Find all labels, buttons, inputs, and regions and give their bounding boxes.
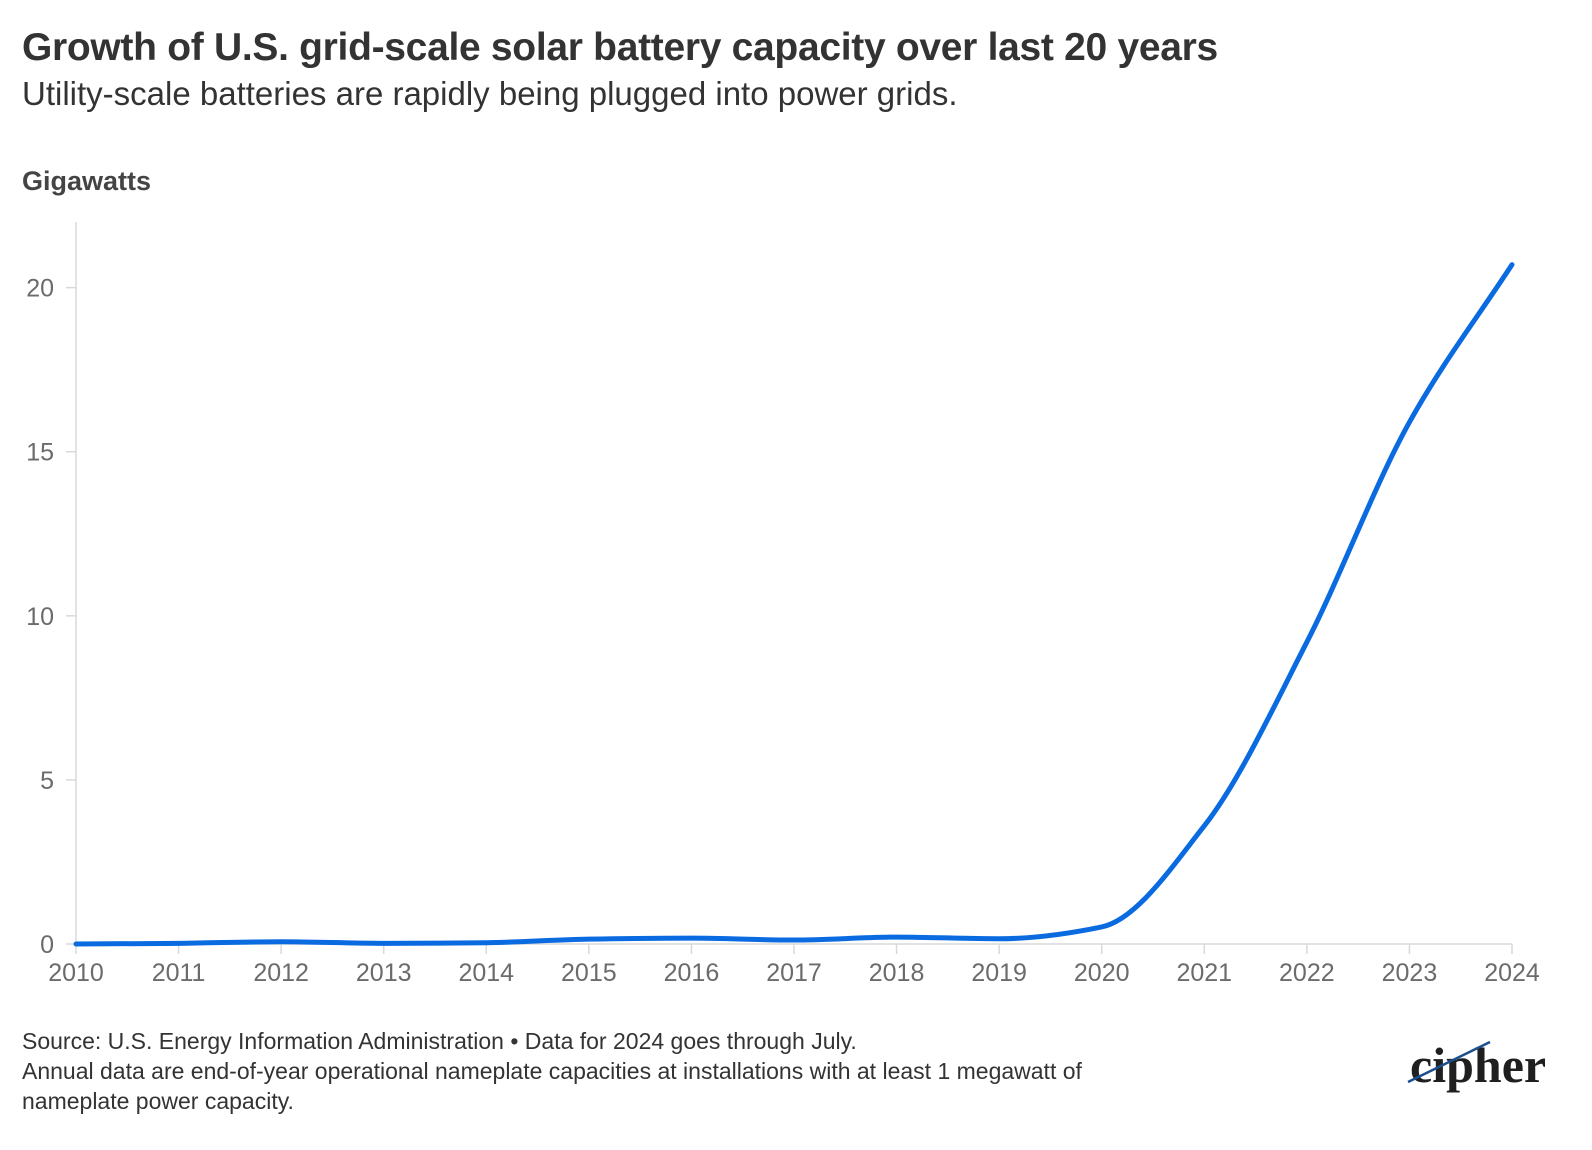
source-note: Source: U.S. Energy Information Administ… <box>22 1028 857 1054</box>
x-tick-label: 2024 <box>1484 959 1540 987</box>
x-tick-label: 2023 <box>1382 959 1438 987</box>
x-tick-label: 2021 <box>1176 959 1232 987</box>
chart-subtitle: Utility-scale batteries are rapidly bein… <box>22 75 958 112</box>
y-tick-label: 10 <box>26 603 54 631</box>
methodology-note-line-2: nameplate power capacity. <box>22 1088 294 1114</box>
x-tick-label: 2019 <box>971 959 1027 987</box>
chart-footer: Source: U.S. Energy Information Administ… <box>22 1026 1322 1116</box>
x-tick-label: 2012 <box>253 959 309 987</box>
x-tick-label: 2015 <box>561 959 617 987</box>
chart-title: Growth of U.S. grid-scale solar battery … <box>22 26 1218 69</box>
series-group <box>73 262 1515 947</box>
x-tick-label: 2017 <box>766 959 822 987</box>
y-tick-label: 5 <box>40 767 54 795</box>
y-tick-label: 20 <box>26 275 54 303</box>
x-tick-label: 2010 <box>48 959 104 987</box>
x-tick-label: 2018 <box>869 959 925 987</box>
y-axis-units-label: Gigawatts <box>22 166 152 196</box>
logo-slash-mark <box>1407 1040 1491 1084</box>
cipher-logo: cipher <box>1407 1037 1546 1093</box>
x-tick-label: 2011 <box>152 959 206 987</box>
x-tick-label: 2013 <box>356 959 412 987</box>
x-tick-label: 2022 <box>1279 959 1335 987</box>
y-tick-label: 15 <box>26 439 54 467</box>
y-axis: 0 5 10 15 20 <box>26 222 77 959</box>
x-tick-label: 2020 <box>1074 959 1130 987</box>
x-axis: 2010 2011 2012 2013 2014 2015 2016 2017 2018 2019… <box>48 943 1540 987</box>
series-line <box>73 262 1515 947</box>
x-tick-label: 2016 <box>664 959 720 987</box>
logo-wordmark: cipher <box>1410 1037 1546 1093</box>
methodology-note-line-1: Annual data are end-of-year operational … <box>22 1058 1082 1084</box>
x-tick-label: 2014 <box>458 959 514 987</box>
y-tick-label: 0 <box>40 931 54 959</box>
